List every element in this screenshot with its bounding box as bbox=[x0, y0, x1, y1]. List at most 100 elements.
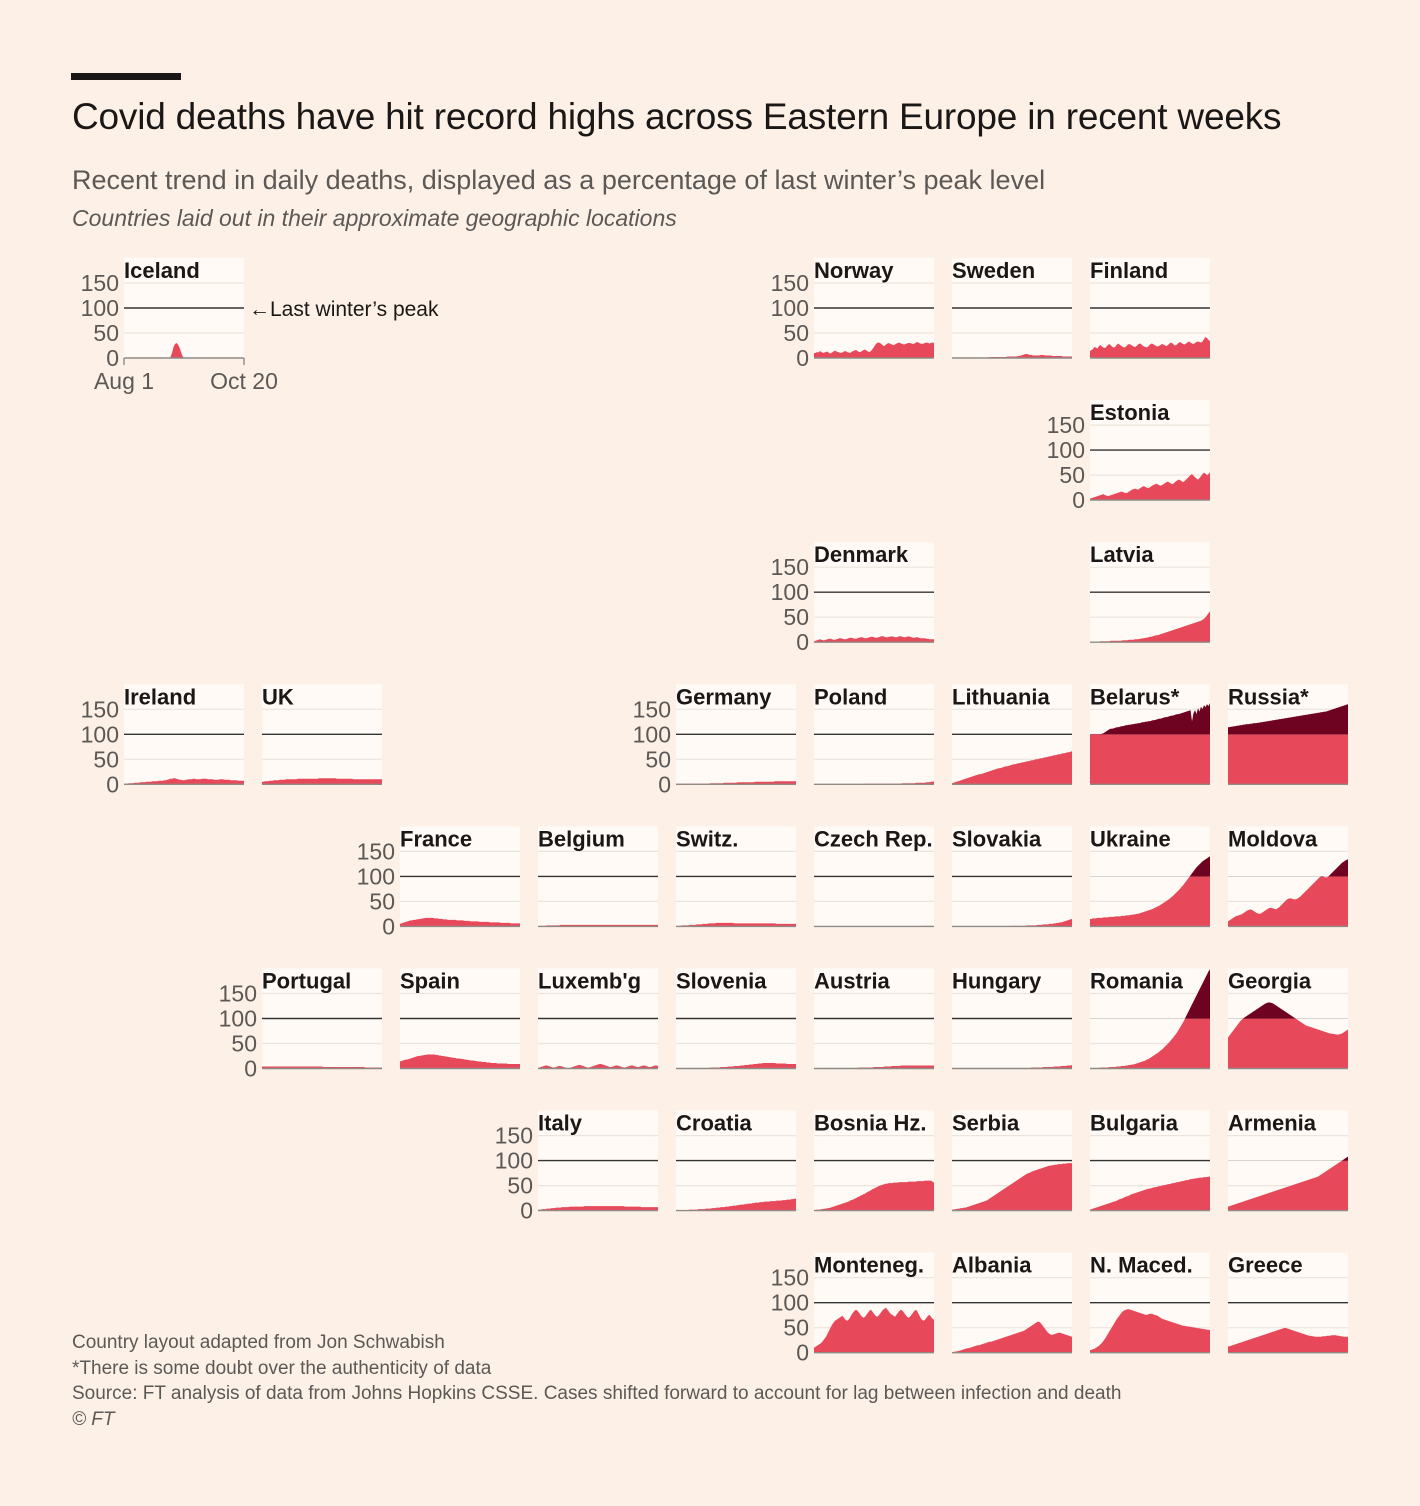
area-latvia bbox=[1090, 611, 1210, 643]
area-group bbox=[952, 751, 1072, 785]
area-group bbox=[814, 1307, 934, 1353]
panel-slovakia: Slovakia bbox=[952, 826, 1072, 928]
area-group bbox=[1090, 1176, 1210, 1211]
above-peak-group bbox=[1228, 704, 1348, 735]
area-group bbox=[124, 778, 244, 785]
panel-belgium: Belgium bbox=[538, 826, 658, 928]
area-group bbox=[952, 354, 1072, 358]
y-tick-label-100: 100 bbox=[771, 295, 809, 321]
panel-luxemb-g: Luxemb'g bbox=[538, 968, 658, 1070]
area-group bbox=[676, 1198, 796, 1211]
y-tick-label-150: 150 bbox=[81, 696, 119, 722]
above-peak-group bbox=[1243, 1002, 1296, 1019]
area-armenia bbox=[1228, 1156, 1348, 1211]
above-peak-group bbox=[1100, 703, 1210, 735]
country-label-finland: Finland bbox=[1090, 258, 1168, 283]
area-sweden bbox=[952, 354, 1072, 358]
country-label-luxemb-g: Luxemb'g bbox=[538, 969, 641, 994]
above-peak-area-armenia bbox=[1342, 1156, 1348, 1161]
area-finland bbox=[1090, 337, 1210, 358]
area-group bbox=[814, 342, 934, 358]
y-tick-label-50: 50 bbox=[1059, 462, 1085, 488]
country-label-france: France bbox=[400, 826, 472, 851]
panel-switz: Switz. bbox=[676, 826, 796, 928]
area-italy bbox=[538, 1206, 658, 1211]
country-label-switz: Switz. bbox=[676, 826, 738, 851]
area-group bbox=[952, 918, 1072, 927]
y-tick-label-150: 150 bbox=[633, 696, 671, 722]
panel-uk: UK bbox=[262, 684, 382, 785]
country-label-denmark: Denmark bbox=[814, 542, 909, 567]
area-group bbox=[676, 922, 796, 927]
y-tick-label-150: 150 bbox=[771, 1265, 809, 1291]
y-tick-label-0: 0 bbox=[382, 913, 395, 939]
area-switz bbox=[676, 922, 796, 927]
area-group bbox=[400, 1054, 520, 1069]
y-tick-label-50: 50 bbox=[231, 1031, 257, 1057]
y-tick-label-150: 150 bbox=[219, 981, 257, 1007]
above-peak-group bbox=[1342, 1156, 1348, 1161]
area-group bbox=[952, 1321, 1072, 1353]
panel-russia: Russia* bbox=[1228, 684, 1348, 785]
country-label-monteneg: Monteneg. bbox=[814, 1253, 924, 1278]
country-label-croatia: Croatia bbox=[676, 1111, 753, 1136]
top-rule bbox=[71, 73, 181, 80]
area-poland bbox=[814, 781, 934, 785]
country-label-romania: Romania bbox=[1090, 969, 1184, 994]
country-label-slovenia: Slovenia bbox=[676, 969, 767, 994]
panel-bulgaria: Bulgaria bbox=[1090, 1110, 1210, 1212]
area-romania bbox=[1090, 969, 1210, 1069]
above-peak-group bbox=[1320, 859, 1348, 877]
y-tick-label-0: 0 bbox=[658, 771, 671, 797]
footer-layout-credit: Country layout adapted from Jon Schwabis… bbox=[72, 1332, 445, 1353]
y-tick-label-0: 0 bbox=[106, 345, 119, 371]
panel-spain: Spain bbox=[400, 968, 520, 1070]
area-serbia bbox=[952, 1163, 1072, 1211]
area-hungary bbox=[952, 1065, 1072, 1069]
country-label-germany: Germany bbox=[676, 684, 772, 709]
y-tick-label-0: 0 bbox=[106, 771, 119, 797]
country-label-estonia: Estonia bbox=[1090, 400, 1170, 425]
panel-latvia: Latvia bbox=[1090, 542, 1210, 643]
area-group bbox=[952, 1065, 1072, 1069]
area-greece bbox=[1228, 1327, 1348, 1353]
reference-annotation: ←Last winter’s peak bbox=[249, 298, 439, 321]
panel-greece: Greece bbox=[1228, 1252, 1348, 1354]
y-tick-label-50: 50 bbox=[783, 604, 809, 630]
y-tick-label-50: 50 bbox=[93, 320, 119, 346]
footer-source: Source: FT analysis of data from Johns H… bbox=[72, 1383, 1122, 1404]
y-tick-label-150: 150 bbox=[357, 838, 395, 864]
chart-subtitle: Recent trend in daily deaths, displayed … bbox=[72, 165, 1046, 195]
area-group bbox=[1090, 611, 1210, 643]
country-label-n-maced: N. Maced. bbox=[1090, 1253, 1193, 1278]
y-tick-label-50: 50 bbox=[783, 1315, 809, 1341]
y-tick-label-100: 100 bbox=[357, 863, 395, 889]
area-group bbox=[1090, 472, 1210, 501]
y-tick-label-50: 50 bbox=[507, 1173, 533, 1199]
y-tick-label-50: 50 bbox=[369, 888, 395, 914]
area-group bbox=[952, 1163, 1072, 1211]
area-luxemb-g bbox=[538, 1064, 658, 1069]
area-group bbox=[814, 781, 934, 785]
panel-austria: Austria bbox=[814, 968, 934, 1070]
y-tick-label-50: 50 bbox=[645, 746, 671, 772]
country-label-russia: Russia* bbox=[1228, 684, 1309, 709]
country-label-uk: UK bbox=[262, 684, 294, 709]
panel-n-maced: N. Maced. bbox=[1090, 1252, 1210, 1354]
y-tick-label-0: 0 bbox=[796, 629, 809, 655]
panel-finland: Finland bbox=[1090, 258, 1210, 359]
area-georgia bbox=[1228, 1002, 1348, 1069]
panel-poland: Poland bbox=[814, 684, 934, 785]
area-denmark bbox=[814, 636, 934, 643]
area-group bbox=[814, 1180, 934, 1211]
y-tick-label-100: 100 bbox=[495, 1148, 533, 1174]
area-group bbox=[676, 781, 796, 785]
above-peak-area-romania bbox=[1185, 969, 1210, 1019]
